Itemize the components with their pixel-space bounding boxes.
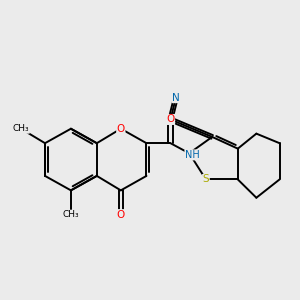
Text: S: S	[202, 175, 209, 184]
Text: CH₃: CH₃	[63, 210, 79, 219]
Text: O: O	[166, 115, 175, 124]
Text: CH₃: CH₃	[13, 124, 29, 133]
Text: O: O	[117, 124, 125, 134]
Text: NH: NH	[185, 150, 200, 160]
Text: N: N	[172, 93, 180, 103]
Text: O: O	[117, 210, 125, 220]
